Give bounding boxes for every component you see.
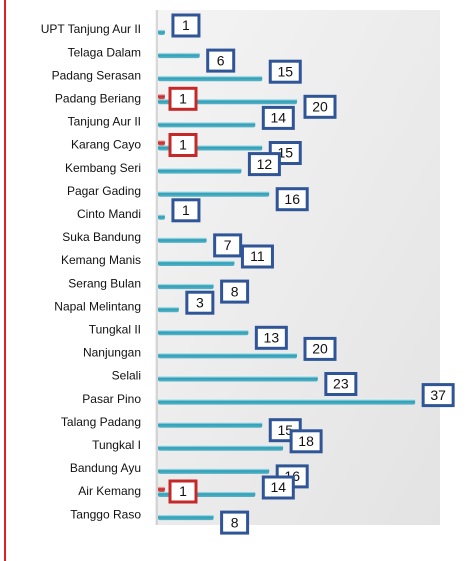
- bar: [158, 306, 179, 313]
- category-label: Padang Beriang: [55, 91, 141, 105]
- value-label: 11: [250, 248, 265, 264]
- value-label: 20: [312, 341, 328, 357]
- value-label-box: [206, 48, 236, 73]
- value-label-box: [254, 325, 288, 350]
- bar: [158, 236, 207, 243]
- value-label: 1: [179, 137, 187, 153]
- category-label: Bandung Ayu: [70, 461, 141, 475]
- value-label: 8: [231, 283, 239, 299]
- category-label: Cinto Mandi: [77, 207, 141, 221]
- bar: [158, 375, 318, 382]
- category-label: Pasar Pino: [82, 392, 141, 406]
- category-label: Karang Cayo: [71, 138, 141, 152]
- bar: [158, 329, 249, 336]
- value-label-box: [185, 290, 215, 315]
- bar: [158, 121, 256, 128]
- value-label-box: [268, 59, 302, 84]
- category-label: Talang Padang: [61, 415, 141, 429]
- value-label-box: [171, 198, 201, 223]
- value-label-box: [303, 94, 337, 119]
- bar: [158, 444, 284, 451]
- category-label: Kembang Seri: [65, 161, 141, 175]
- bar: [158, 93, 165, 100]
- bar: [158, 260, 235, 266]
- value-label-box: [261, 475, 295, 500]
- value-label: 6: [217, 52, 225, 68]
- category-label: Air Kemang: [78, 484, 141, 498]
- value-label-box: [247, 152, 281, 177]
- category-label: Napal Melintang: [54, 299, 141, 313]
- value-label-box: [275, 187, 309, 212]
- value-label: 1: [179, 483, 187, 499]
- category-label: Telaga Dalam: [68, 45, 141, 59]
- value-label: 16: [284, 191, 300, 207]
- bar: [158, 167, 242, 174]
- value-label: 15: [277, 145, 293, 161]
- bar: [158, 52, 200, 59]
- value-label-box: [303, 336, 337, 361]
- category-label: Pagar Gading: [67, 184, 141, 198]
- category-label: Suka Bandung: [62, 230, 141, 244]
- category-label: Tanjung Aur II: [68, 115, 141, 129]
- bar: [158, 486, 165, 492]
- category-label: Padang Serasan: [52, 68, 141, 82]
- bar: [158, 283, 214, 290]
- value-label: 23: [333, 376, 349, 392]
- category-label: Selali: [112, 369, 141, 383]
- value-label-box: [289, 429, 323, 454]
- bar: [158, 190, 270, 197]
- bar: [158, 352, 297, 359]
- bar: [158, 398, 416, 405]
- value-label: 1: [182, 17, 190, 33]
- value-label-box: [240, 244, 274, 269]
- category-label: Tungkal I: [92, 438, 141, 452]
- value-label: 18: [298, 433, 314, 449]
- bar: [158, 467, 270, 474]
- category-label: Tungkal II: [89, 322, 141, 336]
- value-label-box: [421, 383, 455, 408]
- value-label: 3: [196, 294, 204, 310]
- value-label-box: [220, 279, 250, 304]
- value-label: 13: [264, 330, 280, 346]
- bar: [158, 514, 214, 521]
- category-label: UPT Tanjung Aur II: [41, 22, 141, 36]
- bar: [158, 75, 263, 82]
- value-label-box: [168, 133, 198, 157]
- value-label: 1: [182, 202, 190, 218]
- value-label-box: [168, 86, 198, 111]
- category-label: Nanjungan: [83, 346, 141, 360]
- bar: [158, 139, 165, 146]
- value-label-box: [171, 13, 201, 38]
- value-label: 20: [312, 99, 328, 115]
- value-label-box: [324, 372, 358, 396]
- category-label: Kemang Manis: [61, 253, 141, 267]
- value-label: 15: [277, 422, 293, 438]
- value-label-box: [261, 105, 295, 130]
- bar: [158, 421, 263, 428]
- category-label: Serang Bulan: [68, 276, 141, 290]
- value-label: 15: [277, 63, 293, 79]
- bar: [158, 29, 165, 35]
- value-label-box: [220, 510, 250, 535]
- value-label-box: [213, 233, 243, 258]
- category-label: Tanggo Raso: [70, 507, 141, 521]
- value-label: 14: [271, 479, 287, 495]
- bar: [158, 213, 165, 220]
- value-label: 8: [231, 514, 239, 530]
- value-label: 37: [430, 387, 446, 403]
- value-label: 7: [224, 237, 232, 253]
- value-label: 1: [179, 91, 187, 107]
- value-label: 14: [271, 110, 287, 126]
- value-label-box: [168, 479, 198, 504]
- value-label: 12: [257, 156, 273, 172]
